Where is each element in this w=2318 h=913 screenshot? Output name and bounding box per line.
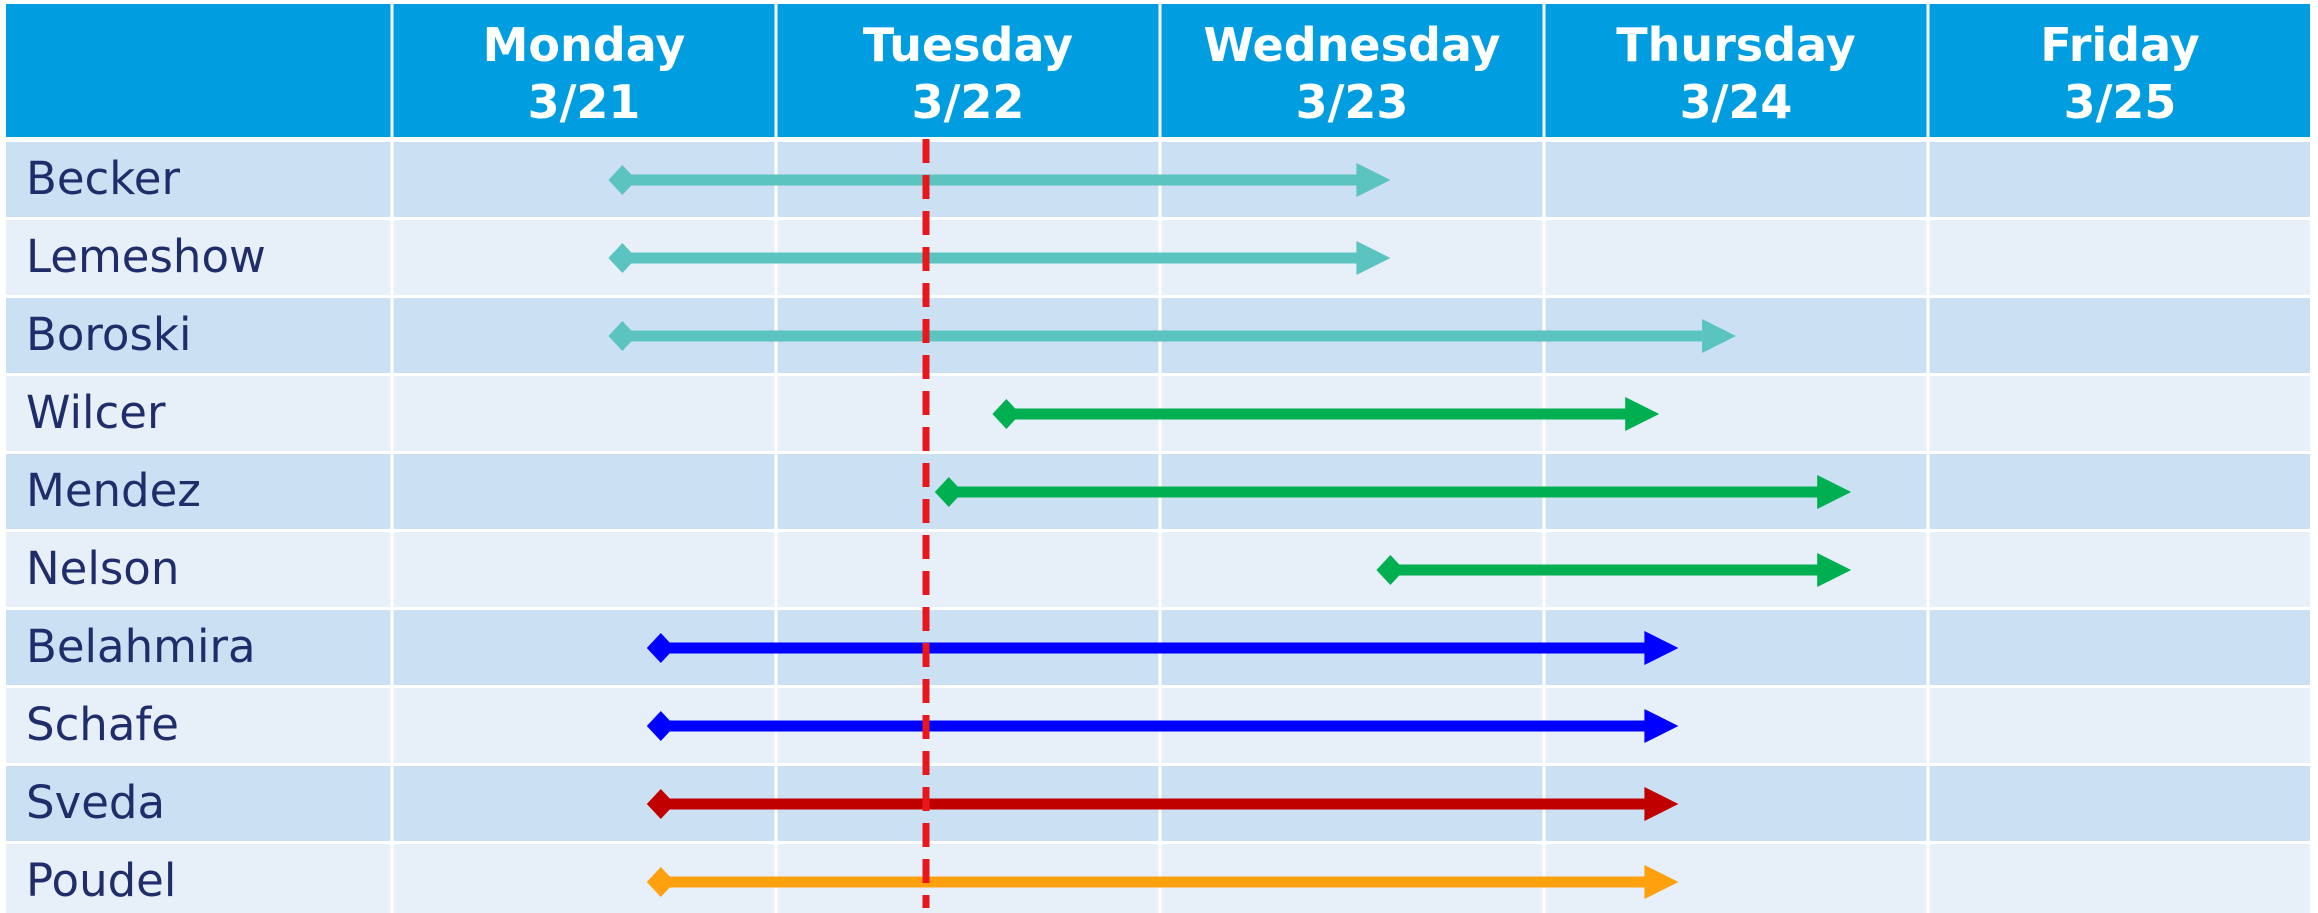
duration-bar [646, 787, 1679, 821]
duration-start-diamond [608, 243, 637, 273]
duration-start-diamond [646, 789, 675, 819]
duration-end-arrowhead [1625, 397, 1660, 431]
day-header-label: Monday [483, 18, 686, 72]
duration-bar [608, 163, 1391, 197]
duration-start-diamond [646, 633, 675, 663]
day-header-label: Wednesday [1203, 18, 1500, 72]
row-label: Becker [26, 152, 180, 205]
duration-bar [934, 475, 1852, 509]
day-header-label: Thursday [1616, 18, 1855, 72]
duration-end-arrowhead [1356, 163, 1391, 197]
duration-start-diamond [646, 711, 675, 741]
date-header-label: 3/22 [912, 75, 1025, 129]
duration-end-arrowhead [1644, 709, 1679, 743]
duration-start-diamond [608, 321, 637, 351]
row-label: Lemeshow [26, 230, 266, 283]
duration-end-arrowhead [1356, 241, 1391, 275]
duration-end-arrowhead [1644, 631, 1679, 665]
date-header-label: 3/23 [1296, 75, 1409, 129]
duration-start-diamond [646, 867, 675, 897]
duration-start-diamond [934, 477, 963, 507]
row-label: Poudel [26, 854, 176, 907]
duration-bar [608, 319, 1736, 353]
header-bar [6, 4, 2310, 137]
row-label: Boroski [26, 308, 191, 361]
duration-bar [1376, 553, 1852, 587]
day-header-label: Friday [2040, 18, 2199, 72]
duration-start-diamond [992, 399, 1021, 429]
duration-bar [646, 709, 1679, 743]
date-header-label: 3/24 [1680, 75, 1793, 129]
duration-end-arrowhead [1817, 553, 1852, 587]
row-label: Nelson [26, 542, 179, 595]
duration-end-arrowhead [1644, 787, 1679, 821]
duration-bar [646, 631, 1679, 665]
duration-end-arrowhead [1644, 865, 1679, 899]
row-label: Sveda [26, 776, 165, 829]
table-row [6, 532, 2310, 607]
date-header-label: 3/21 [528, 75, 641, 129]
duration-bar [608, 241, 1391, 275]
row-label: Wilcer [26, 386, 166, 439]
duration-bar [992, 397, 1660, 431]
row-label: Schafe [26, 698, 179, 751]
duration-end-arrowhead [1817, 475, 1852, 509]
row-label: Mendez [26, 464, 201, 517]
duration-start-diamond [608, 165, 637, 195]
day-header-label: Tuesday [863, 18, 1073, 72]
date-header-label: 3/25 [2064, 75, 2177, 129]
duration-bar [646, 865, 1679, 899]
duration-end-arrowhead [1702, 319, 1736, 353]
row-label: Belahmira [26, 620, 256, 673]
duration-start-diamond [1376, 555, 1405, 585]
